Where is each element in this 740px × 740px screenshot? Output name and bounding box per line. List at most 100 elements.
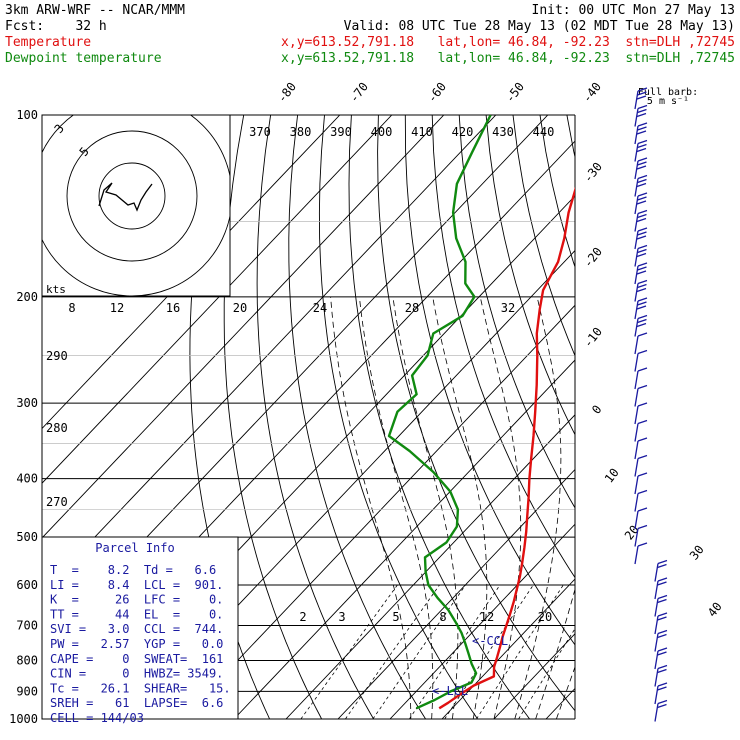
theta-label: 440 [533,125,555,139]
temperature-location: x,y=613.52,791.18 lat,lon= 46.84, -92.23… [281,35,735,50]
dry-adiabat [348,115,530,719]
wind-barb [634,332,648,355]
dry-adiabat [458,115,575,509]
dewpoint-profile [387,115,492,710]
dewpoint-location: x,y=613.52,791.18 lat,lon= 46.84, -92.23… [281,51,735,66]
theta-label: 370 [249,125,271,139]
wind-barb [654,664,668,687]
theta-label: 410 [411,125,433,139]
isotherm-label: 40 [705,600,725,620]
parcel-info-row: LI = 8.4 LCL = 901. [50,578,223,592]
dry-adiabat [566,115,575,159]
mixing-ratio-line [345,584,440,719]
dry-adiabat [729,115,740,719]
wind-barb [634,507,648,530]
isotherm-label: 0 [589,402,604,416]
isotherm-label: -10 [581,325,605,351]
moist-adiabat [535,587,575,719]
dry-adiabat [256,115,374,719]
pressure-tick-label: 300 [16,396,38,410]
dry-adiabat [621,115,740,719]
isotherm-line [42,115,497,594]
wind-barb [654,612,668,635]
pressure-tick-label: 900 [16,684,38,698]
dry-adiabat [223,115,323,719]
wind-barbs [634,87,668,722]
isotherm-label: 20 [622,523,642,543]
wind-barb [634,139,648,162]
wind-barb [634,384,648,407]
parcel-box-frame [41,536,239,720]
mixing-ratio-label: 8 [439,610,446,624]
ccl-marker: <-CCL [472,634,508,648]
parcel-info-row: CIN = 0 HWBZ= 3549. [50,667,223,681]
temperature-profile [438,186,575,710]
mixing-ratio-line [518,627,575,719]
pressure-tick-label: 1000 [9,712,38,726]
barb-legend-value: 5 m s⁻¹ [647,96,689,107]
barb-legend-title: Full barb: [638,87,698,98]
wind-barb [634,437,648,460]
theta-label: 270 [46,495,68,509]
wind-barb [634,542,648,565]
wind-barb [634,297,648,320]
speed-label: 16 [166,301,180,315]
dry-adiabat [485,115,575,436]
wind-barb [634,349,648,372]
pressure-tick-label: 400 [16,472,38,486]
wind-barb [634,472,648,495]
speed-label: 12 [110,301,124,315]
wind-barb [634,279,648,302]
parcel-info-row: CELL = 144/03 [50,711,144,725]
init-time: Init: 00 UTC Mon 27 May 13 [532,3,736,18]
isotherm-line [181,304,575,719]
speed-label: 24 [313,301,327,315]
moist-adiabat [556,665,575,719]
parcel-info-row: SVI = 3.0 CCL = 744. [50,622,223,636]
moist-adiabat [479,296,522,719]
theta-label: 390 [330,125,352,139]
wind-barb [634,157,648,180]
theta-label: 430 [492,125,514,139]
pressure-tick-label: 500 [16,530,38,544]
isotherm-label: 10 [602,466,622,486]
theta-label: 400 [371,125,393,139]
wind-barb [634,419,648,442]
speed-label: 32 [501,301,515,315]
wind-barb [634,209,648,232]
parcel-info-row: TT = 44 EL = 0. [50,607,223,621]
legend-temperature: Temperature [5,35,91,50]
parcel-info-row: Tc = 26.1 SHEAR= 15. [50,681,231,695]
wind-barb [634,367,648,390]
wind-barb [634,244,648,267]
hodograph-trace [98,182,153,212]
parcel-info-row: K = 26 LFC = 0. [50,593,223,607]
dry-adiabat [648,115,740,719]
valid-time: Valid: 08 UTC Tue 28 May 13 (02 MDT Tue … [344,19,735,34]
mixing-ratio-label: 3 [338,610,345,624]
moist-adiabat [577,297,724,719]
hodograph-ring [98,162,166,230]
mixing-ratio-label: 2 [299,610,306,624]
wind-barb [634,192,648,215]
isotherm-line [285,414,575,719]
mixing-ratio-label: 5 [392,610,399,624]
isotherm-label: 30 [687,543,707,563]
theta-label: 290 [46,349,68,363]
wind-barb [634,262,648,285]
wind-barb [634,524,648,547]
sounding-profiles [387,115,575,710]
isotherm-line [42,115,341,430]
mixing-ratio-label: 12 [480,610,494,624]
wind-barb [654,647,668,670]
isotherm-label: -40 [580,80,604,106]
wind-barb [634,227,648,250]
parcel-info-row: SREH = 61 LAPSE= 6.6 [50,696,223,710]
wind-barb [634,122,648,145]
wind-barb [634,402,648,425]
pressure-axis: 100 200 300 400 500 600 700 800 900 1000 [9,108,38,726]
isotherm-label: -70 [347,80,371,106]
mixing-ratio-label: 20 [538,610,552,624]
isotherm-label: -60 [425,80,449,106]
isotherm-line [42,115,393,484]
